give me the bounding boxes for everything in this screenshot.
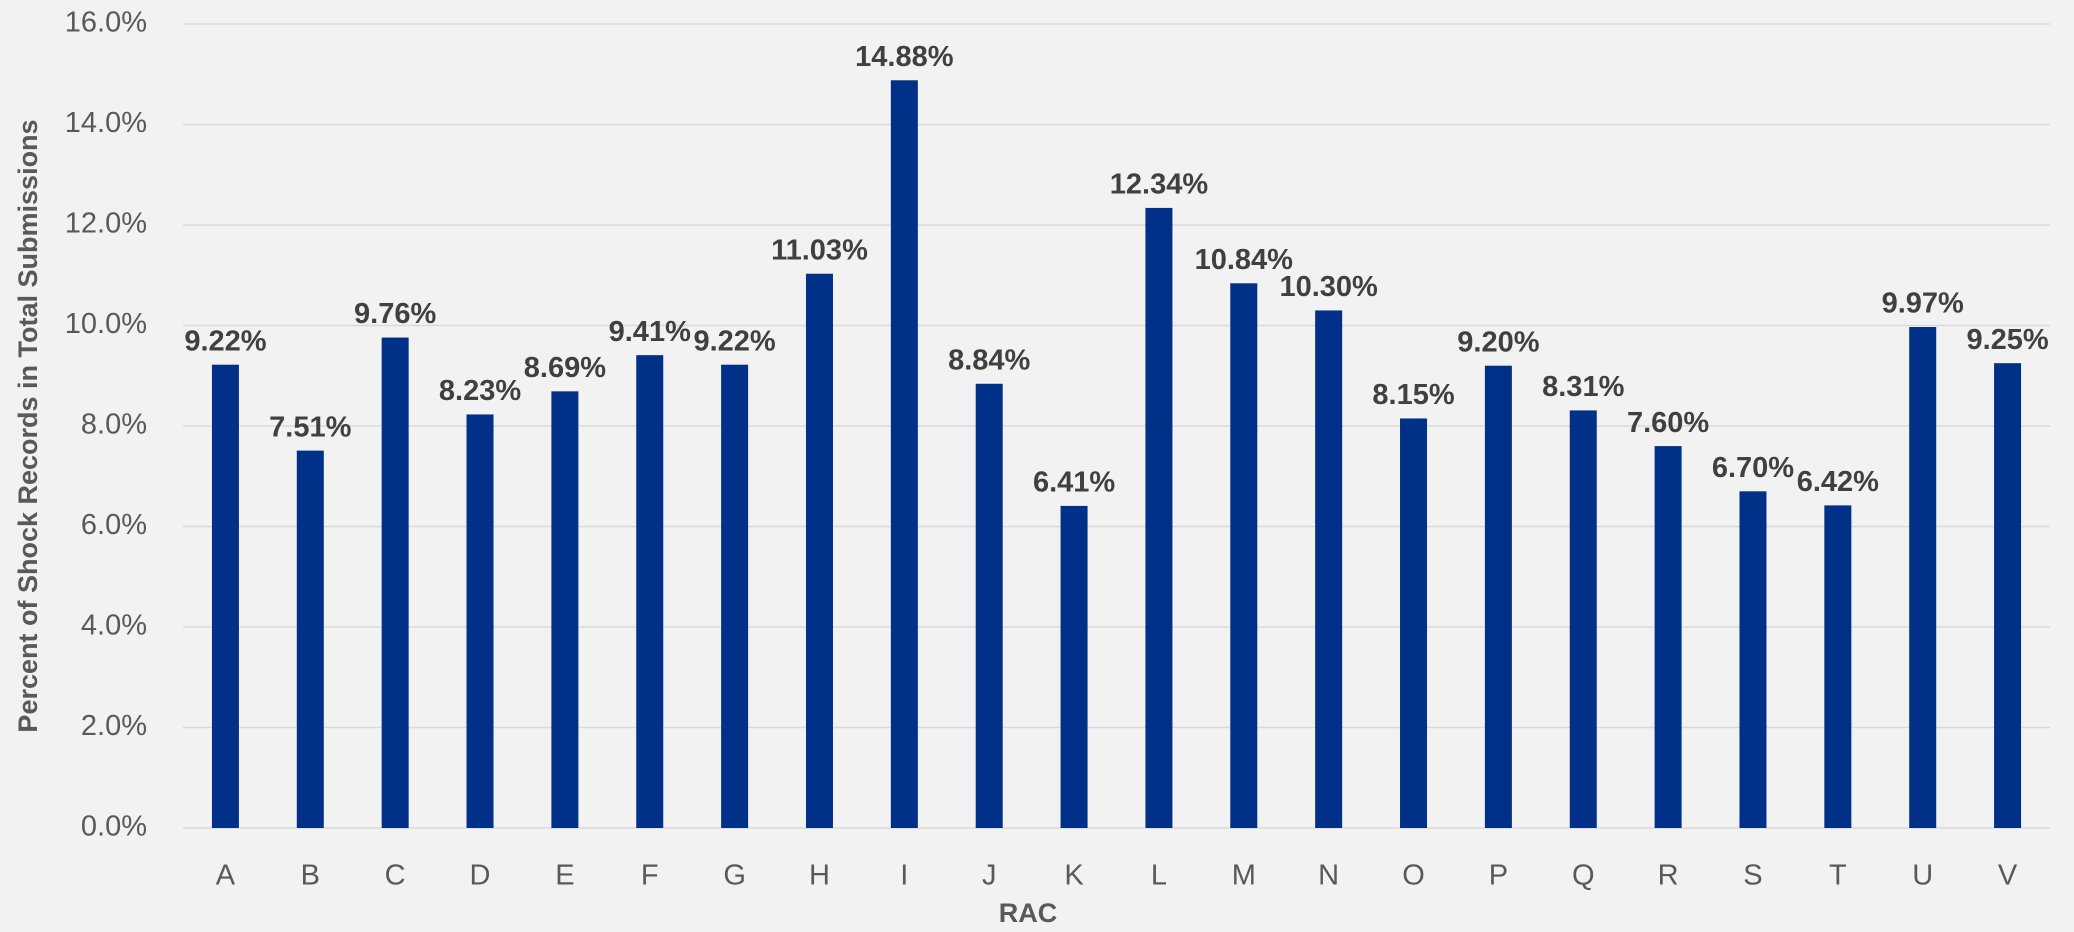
y-tick-label: 12.0%: [65, 208, 147, 240]
x-tick-label: P: [1489, 860, 1508, 892]
bar: [1739, 491, 1767, 828]
y-tick-label: 14.0%: [65, 107, 147, 139]
bar: [466, 414, 494, 828]
x-tick-label: N: [1318, 860, 1339, 892]
value-label: 14.88%: [855, 41, 954, 73]
x-tick-label: D: [470, 860, 491, 892]
x-tick-label: S: [1743, 860, 1762, 892]
value-label: 10.30%: [1279, 271, 1378, 303]
x-tick-label: J: [982, 860, 997, 892]
x-tick-label: G: [723, 860, 746, 892]
x-tick-label: I: [900, 860, 908, 892]
x-tick-label: F: [641, 860, 659, 892]
value-label: 8.23%: [439, 375, 521, 407]
y-tick-label: 10.0%: [65, 308, 147, 340]
x-tick-label: A: [216, 860, 236, 892]
value-label: 8.84%: [948, 344, 1030, 376]
value-label: 7.60%: [1627, 407, 1709, 439]
value-label: 6.42%: [1797, 466, 1879, 498]
x-tick-label: C: [385, 860, 406, 892]
bar: [1315, 310, 1343, 828]
x-tick-label: T: [1829, 860, 1847, 892]
x-tick-label: K: [1064, 860, 1084, 892]
x-tick-label: B: [301, 860, 320, 892]
y-tick-label: 4.0%: [81, 610, 147, 642]
value-label: 8.31%: [1542, 371, 1624, 403]
bar: [1230, 283, 1258, 828]
y-tick-label: 16.0%: [65, 7, 147, 39]
bar: [890, 80, 918, 828]
x-tick-label: V: [1998, 860, 2018, 892]
value-label: 6.41%: [1033, 467, 1115, 499]
x-tick-label: O: [1402, 860, 1425, 892]
value-label: 6.70%: [1712, 452, 1794, 484]
bar: [1654, 446, 1682, 828]
value-label: 8.69%: [524, 352, 606, 384]
x-tick-label: L: [1151, 860, 1167, 892]
value-label: 9.20%: [1457, 326, 1539, 358]
x-tick-label: R: [1658, 860, 1679, 892]
value-label: 10.84%: [1195, 244, 1294, 276]
y-tick-label: 2.0%: [81, 710, 147, 742]
bar: [1400, 418, 1428, 828]
bar: [636, 355, 664, 828]
value-label: 12.34%: [1110, 169, 1209, 201]
value-label: 8.15%: [1372, 379, 1454, 411]
bar: [1824, 505, 1852, 828]
value-label: 9.25%: [1966, 324, 2048, 356]
y-axis-title: Percent of Shock Records in Total Submis…: [13, 119, 43, 732]
bar: [1060, 505, 1088, 828]
bar: [805, 273, 833, 828]
value-label: 11.03%: [771, 234, 868, 266]
x-tick-label: Q: [1572, 860, 1595, 892]
bar: [1145, 207, 1173, 829]
x-tick-label: H: [809, 860, 830, 892]
value-label: 9.97%: [1882, 288, 1964, 320]
y-tick-label: 0.0%: [81, 811, 147, 843]
value-label: 9.76%: [354, 298, 436, 330]
x-tick-label: E: [555, 860, 574, 892]
value-label: 7.51%: [269, 411, 351, 443]
bar: [1484, 365, 1512, 828]
value-label: 9.41%: [609, 316, 691, 348]
bar: [975, 383, 1003, 828]
bar: [296, 450, 324, 828]
value-label: 9.22%: [693, 325, 775, 357]
y-tick-label: 6.0%: [81, 509, 147, 541]
x-axis-title: RAC: [999, 898, 1058, 928]
x-tick-label: U: [1912, 860, 1933, 892]
bar: [381, 337, 409, 828]
bar: [211, 364, 239, 828]
y-tick-label: 8.0%: [81, 409, 147, 441]
bar: [1909, 327, 1937, 828]
value-label: 9.22%: [184, 325, 266, 357]
bar: [1569, 410, 1597, 828]
bar: [721, 364, 749, 828]
bar: [1994, 363, 2022, 828]
bar: [551, 391, 579, 828]
x-tick-label: M: [1232, 860, 1256, 892]
